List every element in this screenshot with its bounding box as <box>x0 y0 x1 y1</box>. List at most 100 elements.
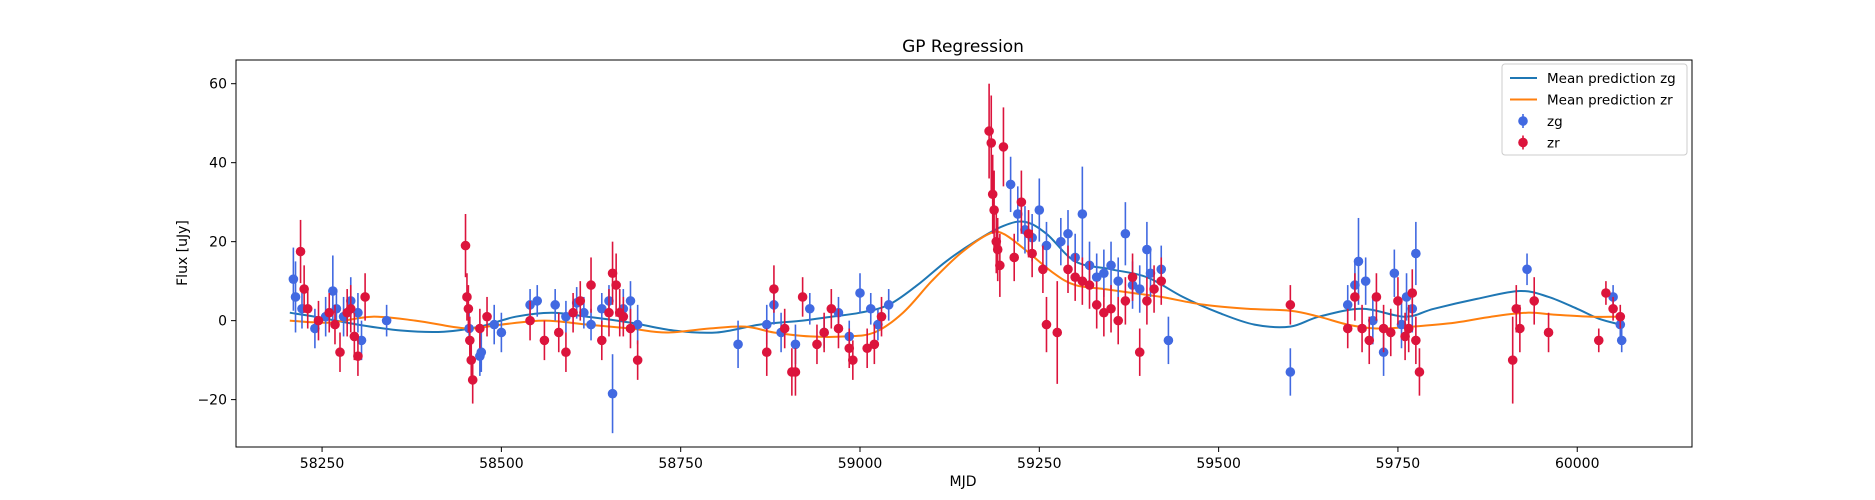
data-point <box>1120 228 1131 239</box>
plot-area <box>288 83 1627 434</box>
data-point <box>1385 327 1396 338</box>
data-point <box>611 280 621 290</box>
data-point <box>625 323 636 334</box>
data-point <box>467 375 478 385</box>
data-point <box>579 307 589 318</box>
x-tick-label: 59750 <box>1376 456 1421 472</box>
x-tick-label: 58500 <box>479 456 524 472</box>
data-point <box>1396 319 1407 330</box>
data-point <box>1511 303 1522 314</box>
data-point <box>466 355 477 365</box>
data-point <box>288 274 299 284</box>
data-point <box>476 347 487 358</box>
data-point <box>310 323 320 334</box>
series-zr <box>295 83 1626 404</box>
x-tick-label: 58250 <box>300 456 345 472</box>
data-point <box>1134 284 1145 294</box>
data-point <box>1005 179 1016 190</box>
y-tick-label: 40 <box>209 156 227 172</box>
data-point <box>525 315 535 326</box>
y-axis-label: Flux [uJy] <box>175 220 191 286</box>
data-point <box>475 323 485 334</box>
data-point <box>596 303 607 314</box>
data-point <box>995 260 1005 271</box>
data-point <box>1393 296 1403 306</box>
data-point <box>632 319 643 330</box>
data-point <box>1142 244 1152 255</box>
data-point <box>1113 276 1124 286</box>
data-point <box>1084 280 1095 290</box>
data-point <box>1601 288 1611 298</box>
data-point <box>826 303 837 314</box>
data-point <box>553 327 564 338</box>
y-tick-label: 20 <box>209 235 227 251</box>
plot-frame <box>235 59 1693 448</box>
data-point <box>790 367 801 377</box>
data-point <box>833 323 844 334</box>
data-point <box>1403 323 1414 334</box>
x-tick-label: 59250 <box>1017 456 1062 472</box>
data-point <box>1507 355 1518 365</box>
legend: Mean prediction zg Mean prediction zr zg zr <box>1501 63 1688 156</box>
data-point <box>819 327 829 338</box>
data-point <box>873 319 883 330</box>
data-point <box>482 311 492 322</box>
data-point <box>460 240 471 251</box>
data-point <box>1156 276 1167 286</box>
data-point <box>1070 272 1080 282</box>
data-point <box>356 335 367 346</box>
data-point <box>1127 272 1138 282</box>
data-point <box>984 126 994 136</box>
data-point <box>618 311 629 322</box>
data-point <box>1616 335 1627 346</box>
x-tick-label: 58750 <box>658 456 703 472</box>
data-point <box>1400 331 1410 342</box>
data-point <box>1016 197 1027 207</box>
data-point <box>290 292 301 302</box>
data-point <box>360 292 370 302</box>
data-point <box>463 303 474 314</box>
legend-entry: Mean prediction zr <box>1510 93 1673 109</box>
legend-marker-swatch <box>1518 116 1528 126</box>
data-point <box>1106 260 1116 271</box>
legend-entry: zr <box>1518 135 1560 152</box>
y-tick-label: −20 <box>197 393 227 409</box>
data-point <box>330 319 340 330</box>
data-point <box>1543 327 1554 338</box>
data-point <box>1142 296 1152 306</box>
data-point <box>1041 240 1052 251</box>
legend-marker-swatch <box>1518 137 1528 148</box>
data-point <box>1407 288 1418 298</box>
data-point <box>986 138 997 148</box>
data-point <box>607 268 618 279</box>
data-point <box>1350 292 1360 302</box>
data-point <box>1608 303 1618 314</box>
data-point <box>1389 268 1400 279</box>
data-point <box>1411 335 1421 346</box>
data-point <box>1593 335 1604 346</box>
data-point <box>1077 276 1088 286</box>
data-point <box>987 189 998 200</box>
data-point <box>465 335 475 346</box>
data-point <box>462 292 472 302</box>
data-point <box>1012 209 1023 219</box>
series-zg <box>288 156 1627 434</box>
data-point <box>561 347 571 358</box>
data-point <box>797 292 808 302</box>
data-point <box>299 284 309 294</box>
x-tick-label: 59000 <box>838 456 883 472</box>
data-point <box>489 319 500 330</box>
data-point <box>1371 292 1382 302</box>
data-point <box>496 327 507 338</box>
data-point <box>328 286 338 296</box>
data-point <box>596 335 607 346</box>
data-point <box>1091 300 1102 310</box>
data-point <box>1353 256 1364 267</box>
data-point <box>632 355 643 365</box>
data-point <box>998 142 1009 152</box>
legend-label: zr <box>1547 136 1560 152</box>
data-point <box>1342 300 1353 310</box>
data-point <box>345 303 356 314</box>
data-point <box>844 343 855 354</box>
data-point <box>1357 323 1367 334</box>
